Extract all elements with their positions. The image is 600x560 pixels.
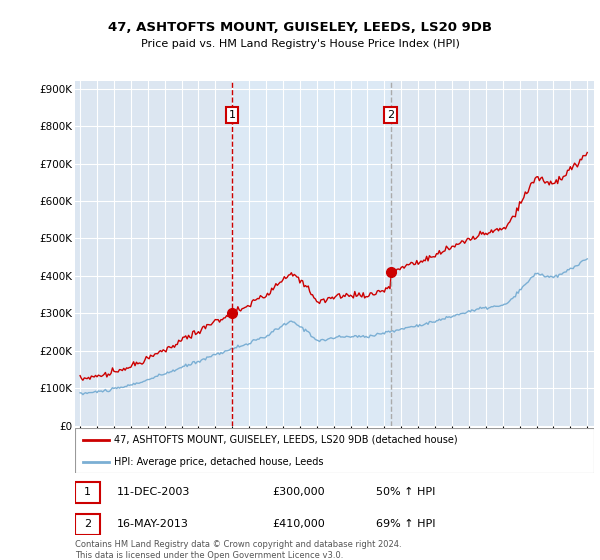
Text: 2: 2 — [387, 110, 394, 120]
Text: £300,000: £300,000 — [272, 487, 325, 497]
Text: 1: 1 — [84, 487, 91, 497]
Text: Contains HM Land Registry data © Crown copyright and database right 2024.
This d: Contains HM Land Registry data © Crown c… — [75, 540, 401, 560]
Text: 69% ↑ HPI: 69% ↑ HPI — [376, 519, 436, 529]
Text: 47, ASHTOFTS MOUNT, GUISELEY, LEEDS, LS20 9DB: 47, ASHTOFTS MOUNT, GUISELEY, LEEDS, LS2… — [108, 21, 492, 34]
FancyBboxPatch shape — [75, 514, 100, 535]
Text: £410,000: £410,000 — [272, 519, 325, 529]
Text: 47, ASHTOFTS MOUNT, GUISELEY, LEEDS, LS20 9DB (detached house): 47, ASHTOFTS MOUNT, GUISELEY, LEEDS, LS2… — [114, 435, 458, 445]
Bar — [232, 81, 391, 426]
Text: 16-MAY-2013: 16-MAY-2013 — [116, 519, 188, 529]
FancyBboxPatch shape — [75, 482, 100, 503]
Text: 11-DEC-2003: 11-DEC-2003 — [116, 487, 190, 497]
Text: Price paid vs. HM Land Registry's House Price Index (HPI): Price paid vs. HM Land Registry's House … — [140, 39, 460, 49]
FancyBboxPatch shape — [75, 428, 594, 473]
Text: 2: 2 — [84, 519, 91, 529]
Text: 50% ↑ HPI: 50% ↑ HPI — [376, 487, 436, 497]
Text: HPI: Average price, detached house, Leeds: HPI: Average price, detached house, Leed… — [114, 457, 323, 467]
Text: 1: 1 — [229, 110, 236, 120]
